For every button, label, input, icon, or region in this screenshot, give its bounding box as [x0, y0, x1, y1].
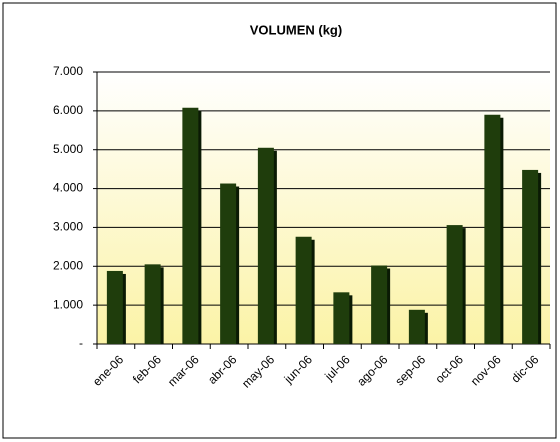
y-tick-label: 5.000: [53, 142, 83, 156]
bar: [144, 264, 161, 344]
bar: [257, 147, 274, 344]
y-tick-label: 1.000: [53, 297, 83, 311]
bar: [522, 169, 539, 344]
bar: [106, 270, 123, 344]
plot-area: [97, 72, 550, 344]
y-tick-label: 6.000: [53, 103, 83, 117]
bar: [446, 225, 463, 344]
bar: [484, 114, 501, 344]
bar: [182, 107, 199, 345]
bar: [295, 236, 312, 344]
bar: [371, 265, 388, 344]
y-tick-label: -: [79, 336, 83, 350]
y-tick-label: 2.000: [53, 258, 83, 272]
bar: [220, 183, 237, 344]
y-tick-label: 3.000: [53, 220, 83, 234]
chart-title: VOLUMEN (kg): [250, 22, 342, 37]
bar: [408, 309, 425, 344]
y-tick-label: 7.000: [53, 64, 83, 78]
y-tick-label: 4.000: [53, 181, 83, 195]
bar: [333, 292, 350, 344]
